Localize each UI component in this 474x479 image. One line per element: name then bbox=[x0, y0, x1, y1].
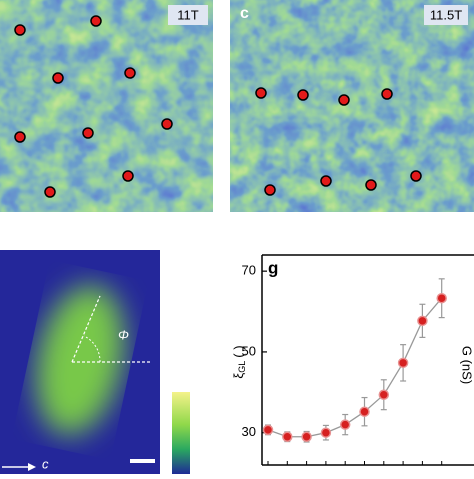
y-label-symbol: ξ bbox=[231, 373, 246, 379]
field-label: 11T bbox=[177, 7, 198, 22]
vortex-core bbox=[35, 285, 125, 435]
data-point bbox=[282, 431, 293, 442]
data-point bbox=[378, 389, 390, 400]
stm-map bbox=[230, 0, 474, 212]
panel-label: g bbox=[268, 258, 278, 277]
y-label-unit: ( ) bbox=[231, 345, 246, 357]
arrow-head bbox=[28, 463, 36, 471]
data-point bbox=[320, 427, 332, 438]
y-label-sub: GL bbox=[237, 361, 247, 373]
vortex-markers bbox=[255, 87, 422, 196]
label-box bbox=[424, 5, 468, 25]
scale-bar bbox=[130, 459, 155, 463]
colorbar bbox=[172, 392, 190, 474]
y-axis-label: ξGL ( ) bbox=[231, 345, 247, 378]
panel-c: c 11.5T bbox=[230, 0, 474, 212]
angle-arc bbox=[83, 335, 101, 363]
data-line bbox=[267, 297, 443, 438]
panel-label: c bbox=[240, 5, 249, 22]
chart-g: g 30 50 70 ξGL ( ) G (nS) bbox=[231, 254, 474, 466]
y-tick-label: 70 bbox=[242, 263, 256, 278]
data-point bbox=[397, 357, 409, 369]
panel-b: 11T bbox=[0, 0, 213, 212]
data-point bbox=[359, 406, 370, 417]
field-label: 11.5T bbox=[430, 7, 462, 22]
direction-label: c bbox=[42, 456, 49, 471]
label-box bbox=[168, 5, 208, 25]
data-point bbox=[436, 292, 447, 304]
data-point bbox=[262, 424, 274, 436]
y-tick-label: 50 bbox=[242, 343, 256, 358]
data-point bbox=[417, 315, 428, 327]
y-tick-label: 30 bbox=[242, 424, 256, 439]
y2-axis-label: G (nS) bbox=[460, 346, 474, 384]
data-point bbox=[339, 419, 351, 430]
angle-label: Φ bbox=[118, 327, 129, 342]
stm-map bbox=[0, 0, 213, 212]
vortex-markers bbox=[14, 15, 173, 198]
axis-line bbox=[71, 295, 101, 363]
data-point bbox=[301, 431, 312, 442]
panel-f: Φ c bbox=[0, 250, 190, 474]
